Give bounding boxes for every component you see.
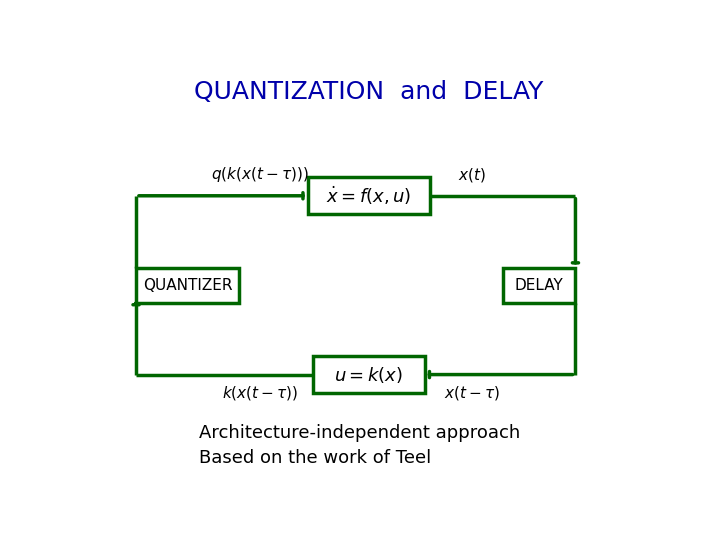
Bar [503,267,575,303]
Text: QUANTIZATION  and  DELAY: QUANTIZATION and DELAY [194,80,544,104]
Text: QUANTIZER: QUANTIZER [143,278,233,293]
Text: $x(t-\tau)$: $x(t-\tau)$ [444,384,500,402]
Bar [307,177,431,214]
Text: DELAY: DELAY [515,278,564,293]
Bar [313,356,425,393]
Text: Based on the work of Teel: Based on the work of Teel [199,449,431,467]
Text: $k(x(t-\tau))$: $k(x(t-\tau))$ [222,384,298,402]
Text: Architecture-independent approach: Architecture-independent approach [199,424,520,442]
Bar [136,267,239,303]
Text: $\dot{x} = f(x,u)$: $\dot{x} = f(x,u)$ [326,185,412,207]
Text: $x(t)$: $x(t)$ [458,166,486,184]
Text: $q(k(x(t-\tau)))$: $q(k(x(t-\tau)))$ [211,165,309,185]
Text: $u = k(x)$: $u = k(x)$ [335,364,403,384]
